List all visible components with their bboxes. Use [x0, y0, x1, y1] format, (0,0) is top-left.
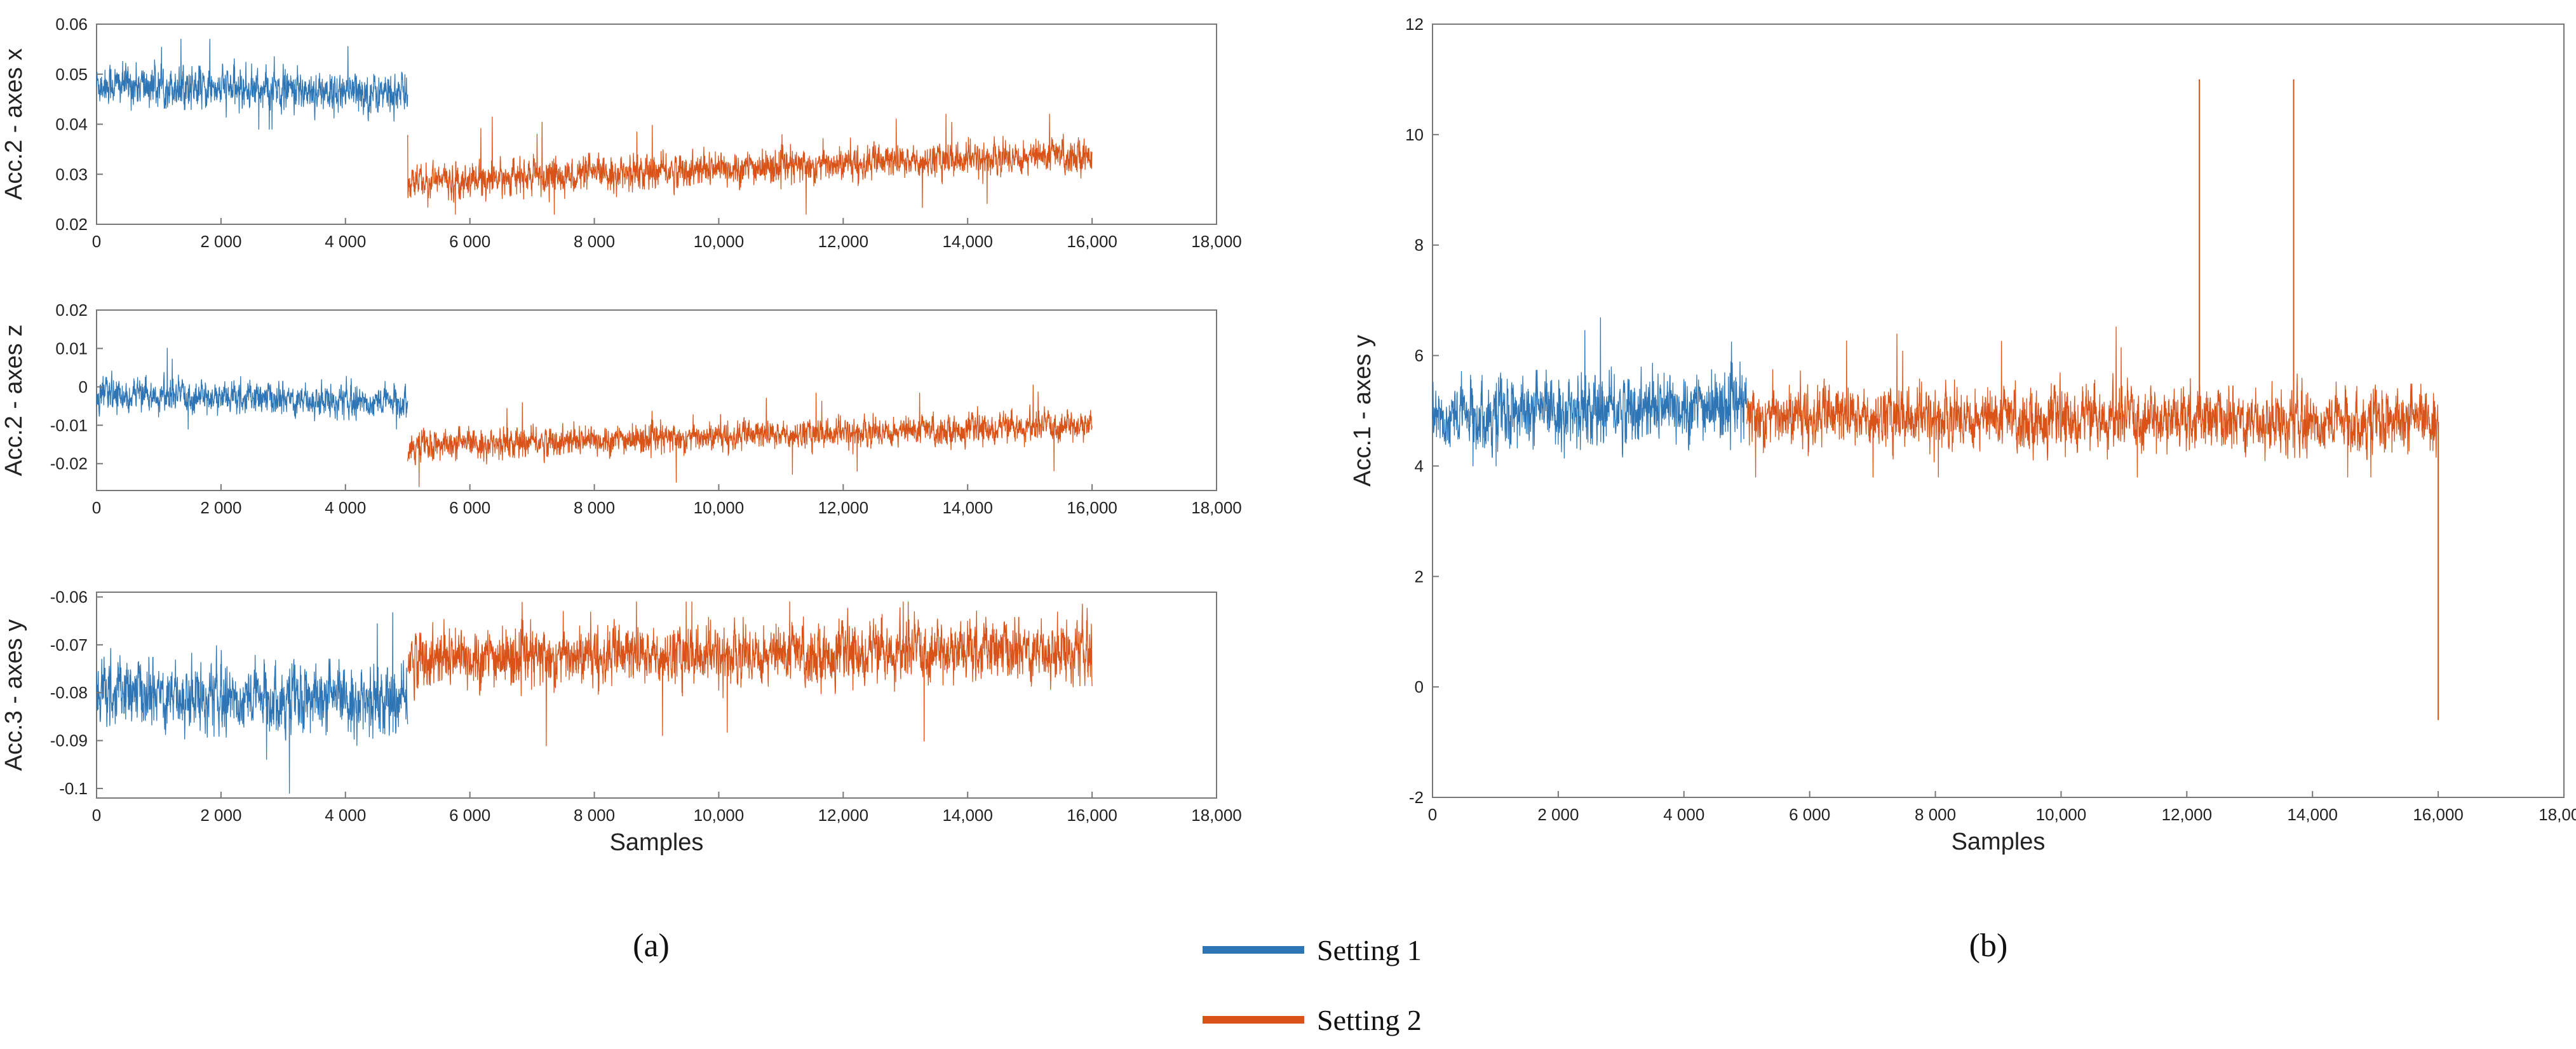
panel-label-a: (a): [633, 928, 670, 964]
x-tick-label: 18,000: [1191, 806, 1242, 825]
x-tick-label: 16,000: [2413, 805, 2464, 824]
x-tick-label: 0: [1428, 805, 1437, 824]
x-tick-label: 0: [92, 498, 101, 517]
y-axis-label: Acc.1 - axes y: [1349, 335, 1376, 487]
x-tick-label: 8 000: [574, 806, 615, 825]
x-tick-label: 10,000: [694, 806, 745, 825]
legend: Setting 1 Setting 2: [1203, 934, 1422, 1036]
chart-3: 0 2 000 4 000 6 000 8 000 10,000 12,000 14,000 1…: [1, 588, 1242, 856]
x-tick-label: 12,000: [818, 806, 869, 825]
y-tick-label: 8: [1415, 236, 1424, 255]
x-tick-label: 2 000: [200, 498, 241, 517]
x-axis-label: Samples: [610, 829, 704, 856]
x-tick-label: 8 000: [1915, 805, 1956, 824]
y-tick-label: -0.01: [50, 416, 88, 435]
chart-1: 0 2 000 4 000 6 000 8 000 10,000 12,000 14,000 1…: [1, 15, 1242, 251]
y-tick-label: -0.08: [50, 683, 88, 702]
chart-4: 0 2 000 4 000 6 000 8 000 10,000 12,000 14,000 1…: [1349, 15, 2576, 855]
series-setting-2: [407, 114, 1093, 215]
y-tick-label: -2: [1409, 788, 1424, 807]
x-tick-label: 2 000: [1537, 805, 1579, 824]
x-tick-label: 6 000: [449, 498, 490, 517]
x-tick-label: 12,000: [818, 498, 869, 517]
x-axis-label: Samples: [1952, 829, 2046, 855]
x-tick-label: 10,000: [694, 232, 745, 251]
y-tick-label: 0: [79, 377, 88, 396]
plot-area: [96, 24, 1217, 225]
x-tick-label: 6 000: [1789, 805, 1830, 824]
x-tick-label: 10,000: [2036, 805, 2087, 824]
x-tick-label: 12,000: [2162, 805, 2213, 824]
series-setting-1: [1432, 317, 1748, 467]
y-tick-label: 4: [1415, 456, 1424, 475]
x-tick-label: 2 000: [200, 806, 241, 825]
y-tick-label: 0.02: [55, 215, 88, 234]
y-tick-label: 12: [1405, 15, 1424, 34]
x-tick-label: 4 000: [325, 232, 366, 251]
y-axis-label: Acc.3 - axes y: [1, 619, 27, 771]
x-tick-label: 14,000: [942, 806, 993, 825]
x-tick-label: 2 000: [200, 232, 241, 251]
y-tick-label: -0.09: [50, 731, 88, 750]
legend-label-2: Setting 2: [1317, 1004, 1422, 1036]
x-tick-label: 6 000: [449, 806, 490, 825]
x-tick-label: 8 000: [574, 232, 615, 251]
y-axis-label: Acc.2 - axes z: [1, 325, 27, 477]
series-setting-1: [96, 38, 408, 130]
x-tick-label: 10,000: [694, 498, 745, 517]
x-tick-label: 18,000: [1191, 232, 1242, 251]
y-tick-label: 0.02: [55, 301, 88, 320]
y-tick-label: 0: [1415, 677, 1424, 696]
y-tick-label: -0.07: [50, 635, 88, 654]
y-tick-label: 2: [1415, 567, 1424, 586]
x-tick-label: 4 000: [1663, 805, 1704, 824]
x-tick-label: 4 000: [325, 498, 366, 517]
x-tick-label: 14,000: [2287, 805, 2338, 824]
y-tick-label: -0.06: [50, 588, 88, 607]
x-tick-label: 8 000: [574, 498, 615, 517]
series-setting-1: [96, 612, 408, 794]
x-tick-label: 16,000: [1067, 498, 1117, 517]
x-tick-label: 0: [92, 232, 101, 251]
x-tick-label: 6 000: [449, 232, 490, 251]
y-tick-label: -0.1: [59, 779, 88, 798]
series-setting-2: [407, 384, 1093, 487]
legend-label-1: Setting 1: [1317, 934, 1422, 966]
series-setting-2: [1746, 326, 2439, 478]
x-tick-label: 12,000: [818, 232, 869, 251]
y-tick-label: 0.01: [55, 339, 88, 358]
x-tick-label: 14,000: [942, 232, 993, 251]
y-tick-label: 0.06: [55, 15, 88, 34]
y-tick-label: 0.05: [55, 65, 88, 84]
y-tick-label: 0.03: [55, 165, 88, 184]
x-tick-label: 18,000: [2539, 805, 2576, 824]
chart-2: 0 2 000 4 000 6 000 8 000 10,000 12,000 14,000 1…: [1, 301, 1242, 517]
x-tick-label: 18,000: [1191, 498, 1242, 517]
y-tick-label: -0.02: [50, 454, 88, 473]
x-tick-label: 4 000: [325, 806, 366, 825]
x-tick-label: 16,000: [1067, 232, 1117, 251]
y-axis-label: Acc.2 - axes x: [1, 48, 27, 200]
series-setting-2: [407, 601, 1093, 747]
y-tick-label: 0.04: [55, 115, 88, 134]
x-tick-label: 0: [92, 806, 101, 825]
panel-label-b: (b): [1969, 928, 2008, 964]
y-tick-label: 6: [1415, 346, 1424, 365]
series-setting-1: [96, 348, 408, 430]
x-tick-label: 14,000: [942, 498, 993, 517]
y-tick-label: 10: [1405, 125, 1424, 144]
x-tick-label: 16,000: [1067, 806, 1117, 825]
